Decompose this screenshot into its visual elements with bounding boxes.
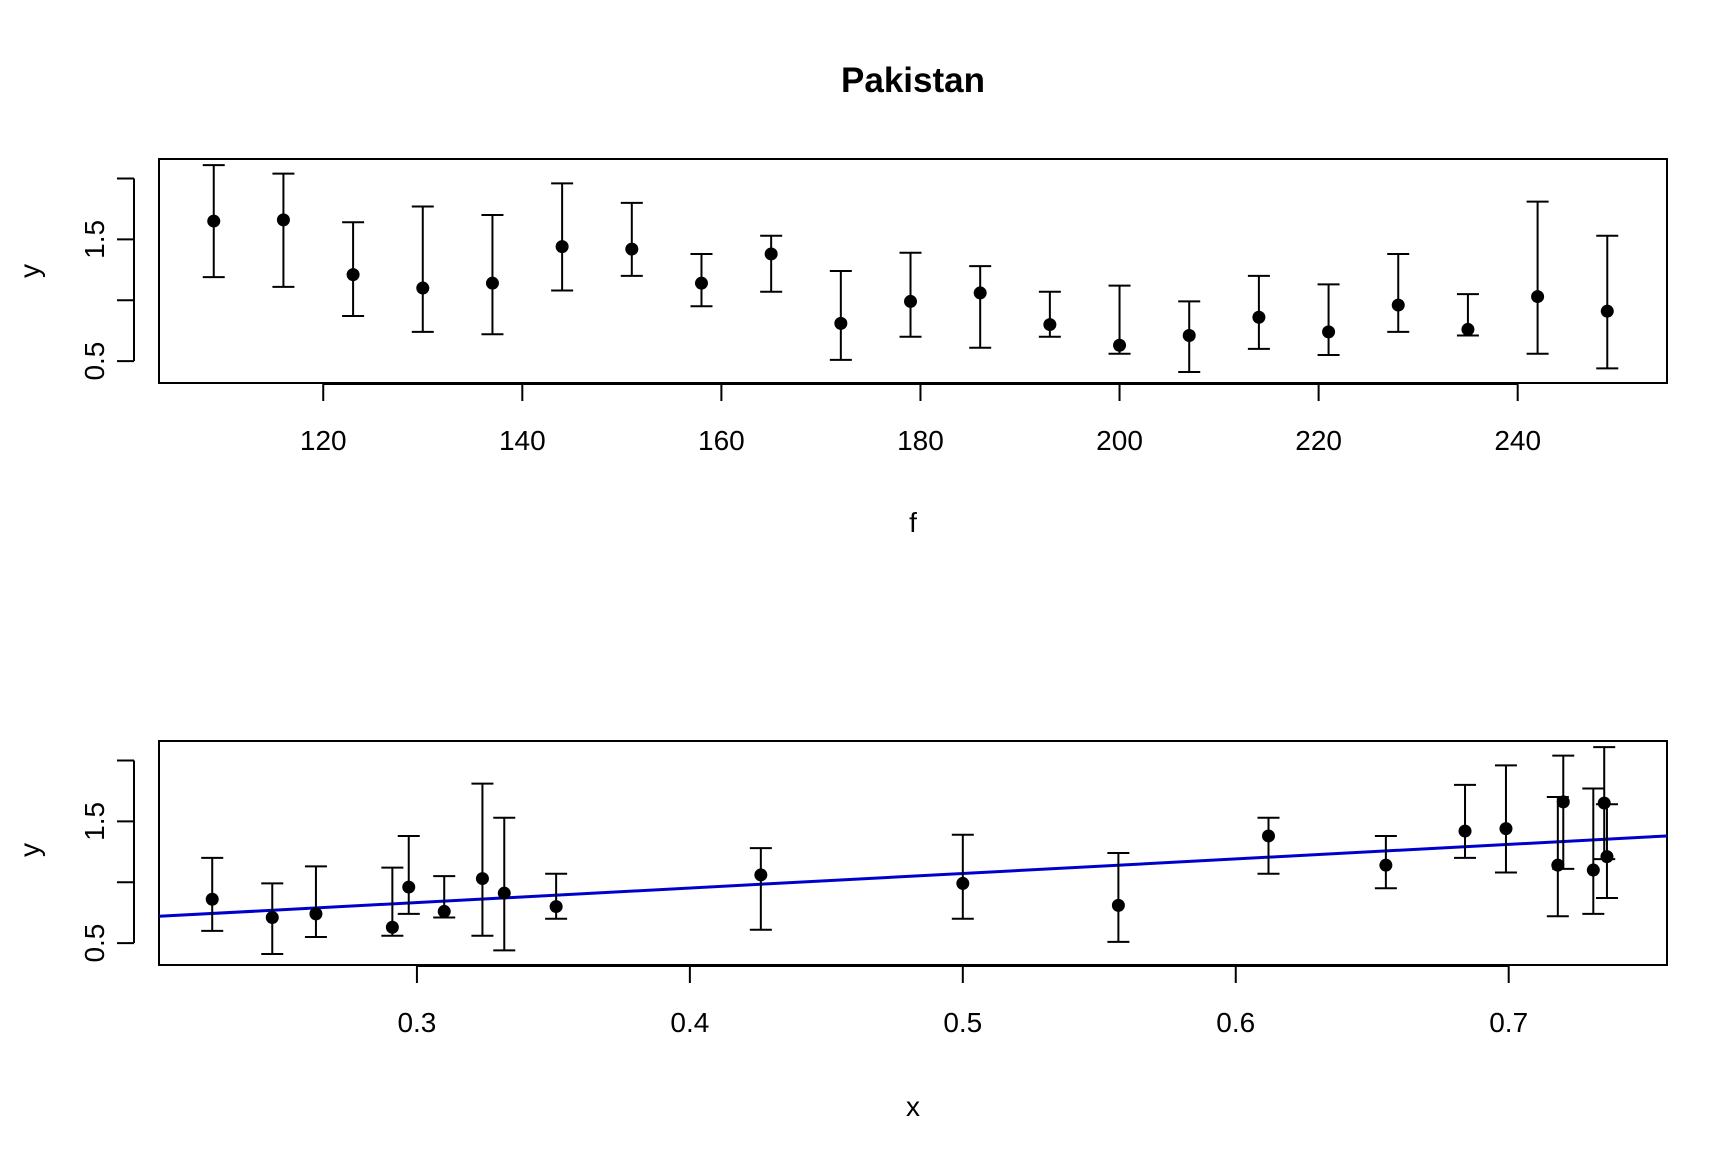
data-point (1252, 310, 1266, 324)
data-point (346, 268, 360, 282)
x-axis-label: f (909, 507, 917, 538)
data-point (416, 281, 430, 295)
data-point (764, 247, 778, 261)
panel-x: x y 0.3 0.4 0.5 0.6 0.7 0.5 1.5 (14, 740, 1668, 1122)
data-point (205, 892, 219, 906)
data-point (549, 900, 563, 914)
x-tick-label: 180 (897, 425, 944, 456)
data-point (625, 242, 639, 256)
x-tick-label: 200 (1096, 425, 1143, 456)
data-point (1391, 298, 1405, 312)
x-tick-label: 160 (698, 425, 745, 456)
data-point (1322, 325, 1336, 339)
data-point (1111, 898, 1125, 912)
y-tick-label: 1.5 (79, 220, 110, 259)
y-axis: 0.5 1.5 (79, 759, 135, 963)
data-point (437, 904, 451, 918)
data-point (834, 316, 848, 330)
data-point (555, 240, 569, 254)
y-axis: 0.5 1.5 (79, 177, 135, 381)
y-tick-label: 0.5 (79, 924, 110, 963)
data-point (475, 872, 489, 886)
x-axis: 120 140 160 180 200 220 240 (300, 383, 1541, 456)
data-point (1379, 858, 1393, 872)
data-point (956, 876, 970, 890)
panel-f: f y 120 140 160 180 200 220 240 0.5 1.5 (14, 158, 1668, 538)
x-tick-label: 140 (499, 425, 546, 456)
data-point (485, 276, 499, 290)
x-tick-label: 0.5 (943, 1007, 982, 1038)
x-tick-label: 0.4 (670, 1007, 709, 1038)
x-tick-label: 120 (300, 425, 347, 456)
data-point (276, 213, 290, 227)
data-point (385, 920, 399, 934)
data-point (1600, 850, 1614, 864)
data-marks (202, 164, 1619, 374)
fit-line (158, 834, 1668, 918)
data-point (402, 880, 416, 894)
data-point (1586, 863, 1600, 877)
plot-frame (158, 740, 1668, 966)
fit-line-group (158, 834, 1668, 918)
x-tick-label: 0.3 (397, 1007, 436, 1038)
data-point (904, 294, 918, 308)
data-point (1499, 822, 1513, 836)
data-point (1182, 329, 1196, 343)
plot-frame (158, 158, 1668, 384)
y-axis-label: y (14, 264, 45, 278)
y-tick-label: 0.5 (79, 342, 110, 381)
data-point (1531, 290, 1545, 304)
data-point (1600, 304, 1614, 318)
data-point (1113, 338, 1127, 352)
data-point (973, 286, 987, 300)
data-point (1461, 322, 1475, 336)
y-tick-label: 1.5 (79, 802, 110, 841)
data-point (1262, 829, 1276, 843)
data-point (1597, 796, 1611, 810)
data-point (754, 868, 768, 882)
x-tick-label: 240 (1494, 425, 1541, 456)
data-point (1556, 795, 1570, 809)
x-tick-label: 0.7 (1489, 1007, 1528, 1038)
data-point (1043, 318, 1057, 332)
data-point (207, 214, 221, 228)
chart-title: Pakistan (841, 61, 985, 100)
x-tick-label: 220 (1295, 425, 1342, 456)
data-marks (201, 746, 1618, 956)
x-axis-label: x (906, 1091, 920, 1122)
data-point (694, 276, 708, 290)
data-point (497, 886, 511, 900)
x-axis: 0.3 0.4 0.5 0.6 0.7 (397, 965, 1528, 1038)
data-point (265, 911, 279, 925)
data-point (1458, 824, 1472, 838)
x-tick-label: 0.6 (1216, 1007, 1255, 1038)
data-point (309, 907, 323, 921)
y-axis-label: y (14, 843, 45, 857)
